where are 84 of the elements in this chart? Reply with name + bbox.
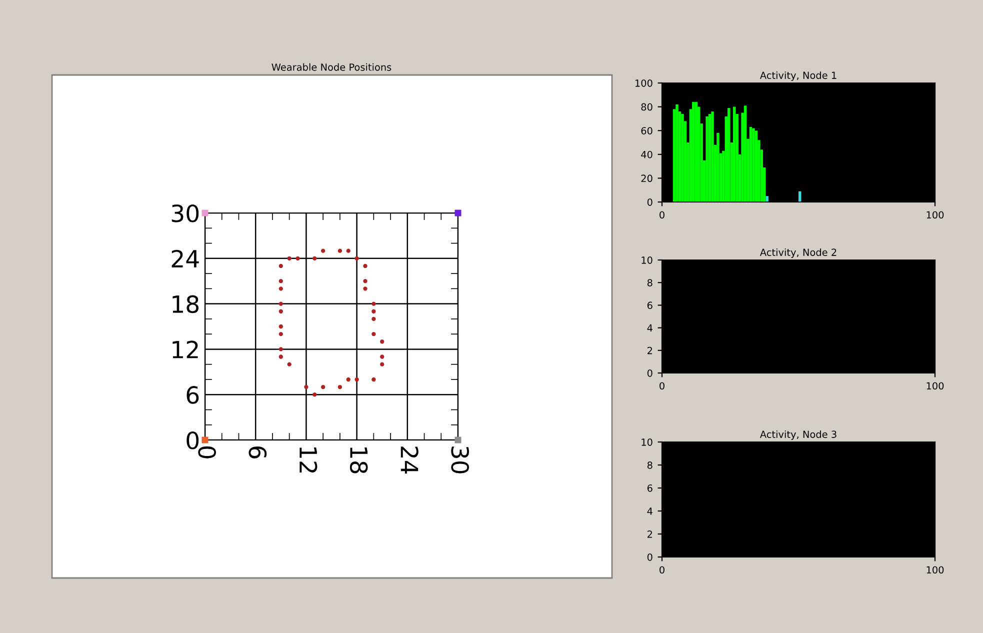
y-tick-label: 2 [648,346,652,354]
y-tick-label: 0 [647,553,652,561]
bar [676,104,678,202]
x-tick-label: 6 [248,446,267,458]
point [278,347,283,352]
y-tick-label: 8 [647,461,652,469]
point [380,340,384,344]
point [296,256,300,260]
point [278,286,283,291]
y-tick-label: 40 [641,150,652,158]
point [287,256,292,260]
bar [749,127,752,202]
point [346,377,350,382]
y-tick-label: 10 [642,256,652,264]
bar [754,130,758,202]
bar [752,128,755,202]
bar [692,102,695,202]
point [363,286,368,291]
point [454,210,462,216]
bar [708,114,712,202]
point [304,384,308,390]
point [278,264,283,268]
point [278,302,283,306]
chart-title: Activity, Node 2 [760,248,836,258]
point [354,256,359,260]
y-tick-label: 80 [641,103,652,111]
point [380,354,384,359]
point [454,436,462,444]
x-tick-label: 12 [300,447,318,473]
y-tick-label: 20 [641,174,652,182]
x-tick-label: 30 [451,446,470,474]
bar [681,114,684,202]
x-tick-label: 0 [198,446,216,458]
point [287,362,292,366]
point [346,248,350,253]
point [363,264,368,268]
point [338,384,342,390]
x-tick-label: 24 [400,446,418,474]
point [372,377,376,382]
y-tick-label: 2 [648,530,652,538]
point [278,309,283,314]
y-tick-label: 100 [635,79,652,87]
point [320,248,326,253]
bar [711,112,714,202]
point [202,210,208,216]
y-tick-label: 0 [647,198,652,206]
bar [732,106,736,202]
point [338,248,342,253]
y-tick-label: 4 [647,324,652,332]
bar [766,196,768,202]
bar [728,108,730,202]
point [363,279,368,284]
point [372,309,376,314]
point [278,324,283,329]
point [202,436,208,444]
x-tick-label: 18 [350,447,368,474]
point [372,332,376,336]
point [278,354,283,359]
chart-title: Activity, Node 3 [760,430,836,440]
chart-title: Wearable Node Positions [272,63,392,71]
point [312,256,317,260]
y-tick-label: 60 [641,127,652,134]
point [312,392,317,397]
y-tick-label: 6 [647,484,652,492]
y-tick-label: 8 [647,279,652,286]
point [278,279,283,284]
bar [706,116,708,202]
point [372,302,376,306]
y-tick-label: 24 [172,250,199,268]
point [320,384,326,390]
bar [716,132,720,202]
point [372,316,376,322]
y-tick-label: 18 [172,295,199,314]
point [380,362,384,366]
y-tick-label: 6 [647,302,652,310]
y-tick-label: 4 [647,508,652,515]
y-tick-label: 12 [172,340,198,358]
chart-title: Activity, Node 1 [760,71,836,81]
bar [694,102,698,202]
point [278,332,283,336]
bar [744,106,747,202]
y-tick-label: 0 [647,369,652,377]
y-tick-label: 10 [642,438,652,446]
point [354,377,359,382]
